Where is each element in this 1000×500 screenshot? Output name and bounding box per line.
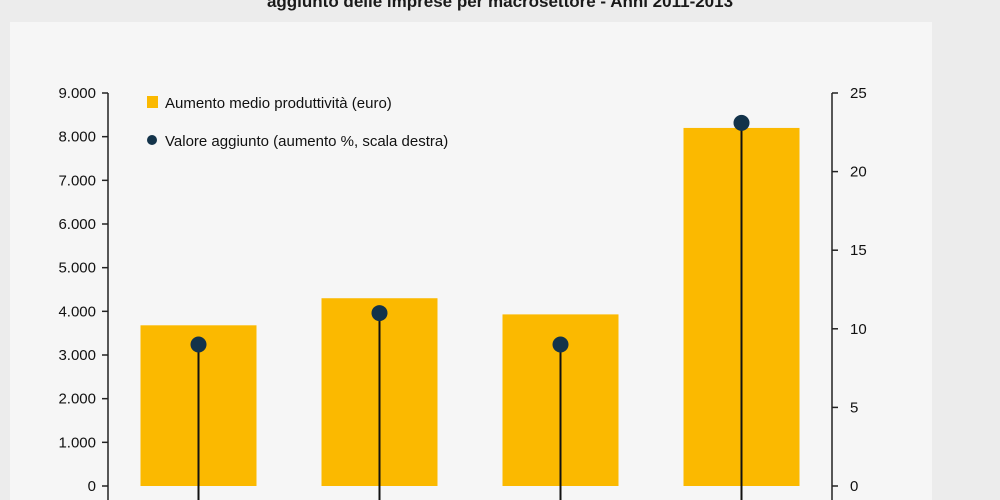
- legend-dot-swatch: [147, 135, 157, 145]
- marker-1: [190, 336, 207, 353]
- legend-bar-label: Aumento medio produttività (euro): [165, 95, 392, 112]
- right-axis-ticks: 0 5 10 15 20 25: [832, 85, 867, 495]
- stems-layer: [197, 122, 743, 500]
- markers-layer: [190, 114, 750, 353]
- right-tick-label: 10: [850, 321, 867, 338]
- left-tick-label: 5.000: [58, 260, 96, 277]
- left-tick-label: 3.000: [58, 347, 96, 364]
- left-tick-label: 6.000: [58, 216, 96, 233]
- bars-layer: [140, 127, 800, 486]
- left-tick-label: 9.000: [58, 85, 96, 102]
- left-tick-label: 7.000: [58, 172, 96, 189]
- right-tick-label: 5: [850, 399, 858, 416]
- legend: Aumento medio produttività (euro) Valore…: [147, 95, 448, 150]
- chart-title: aggiunto delle imprese per macrosettore …: [266, 0, 734, 11]
- right-tick-label: 0: [850, 478, 858, 495]
- marker-2: [371, 305, 388, 322]
- left-tick-label: 8.000: [58, 129, 96, 146]
- chart-canvas: 0 1.000 2.000 3.000 4.000 5.000 6.000 7.000 8.00…: [58, 85, 867, 500]
- left-tick-label: 2.000: [58, 391, 96, 408]
- marker-4: [733, 114, 750, 131]
- left-tick-label: 4.000: [58, 303, 96, 320]
- left-tick-label: 0: [88, 478, 96, 495]
- marker-3: [552, 336, 569, 353]
- right-tick-label: 20: [850, 164, 867, 181]
- legend-dot-label: Valore aggiunto (aumento %, scala destra…: [165, 133, 448, 150]
- right-tick-label: 25: [850, 85, 867, 102]
- chart-panel: 0 1.000 2.000 3.000 4.000 5.000 6.000 7.000 8.00…: [10, 22, 932, 500]
- legend-bar-swatch: [147, 96, 158, 108]
- left-axis-ticks: 0 1.000 2.000 3.000 4.000 5.000 6.000 7.000 8.00…: [58, 85, 108, 495]
- right-tick-label: 15: [850, 242, 867, 259]
- left-tick-label: 1.000: [58, 434, 96, 451]
